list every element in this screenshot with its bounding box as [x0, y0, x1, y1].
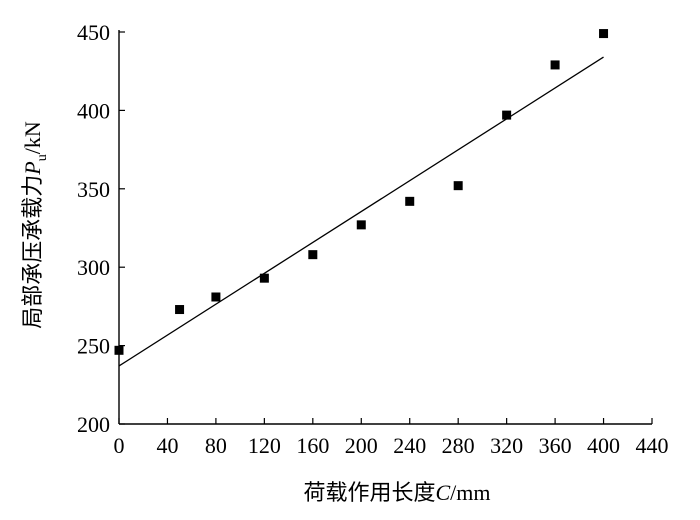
y-tick-label: 300 [77, 255, 110, 280]
x-tick-label: 0 [114, 433, 125, 458]
x-tick-label: 40 [156, 433, 178, 458]
data-point [453, 181, 463, 191]
data-point [356, 220, 366, 230]
y-axis-title: 局部承压承载力Pu/kN [20, 121, 50, 329]
data-point [175, 305, 185, 315]
data-point [211, 292, 221, 302]
x-axis-title: 荷载作用长度C/mm [303, 480, 490, 506]
axes [118, 30, 652, 425]
x-tick-label: 360 [539, 433, 572, 458]
x-tick-label: 400 [587, 433, 620, 458]
x-tick-label: 80 [205, 433, 227, 458]
y-tick-label: 350 [77, 177, 110, 202]
data-point [405, 196, 415, 206]
y-tick-label: 200 [77, 412, 110, 437]
x-axis-ticks: 0 40 80 120 160 200 240 280 320 360 400 440 [114, 418, 669, 458]
fit-line-group [118, 56, 604, 367]
fit-line [118, 56, 604, 367]
x-tick-label: 160 [296, 433, 329, 458]
y-tick-label: 250 [77, 334, 110, 359]
data-points [114, 29, 609, 355]
data-point [502, 110, 512, 120]
x-tick-label: 280 [442, 433, 475, 458]
x-tick-label: 320 [490, 433, 523, 458]
data-point [259, 273, 269, 283]
data-point [114, 345, 124, 355]
x-tick-label: 440 [636, 433, 669, 458]
data-point [308, 250, 318, 260]
y-tick-label: 450 [77, 20, 110, 45]
x-tick-label: 120 [248, 433, 281, 458]
data-point [550, 60, 560, 70]
y-axis-ticks: 200 250 300 350 400 450 [77, 20, 125, 437]
x-tick-label: 200 [345, 433, 378, 458]
x-tick-label: 240 [393, 433, 426, 458]
y-tick-label: 400 [77, 98, 110, 123]
data-point [599, 29, 609, 39]
